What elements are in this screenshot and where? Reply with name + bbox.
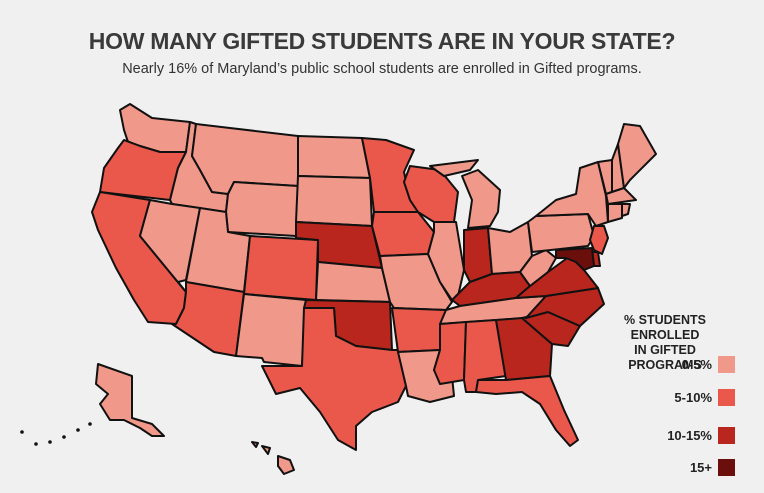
legend-label: 5-10% <box>674 390 712 405</box>
state-nm <box>235 293 307 367</box>
map-subtitle: Nearly 16% of Maryland’s public school s… <box>122 61 642 77</box>
legend-title-line1: % STUDENTS ENROLLED <box>624 313 706 342</box>
state-ak <box>95 363 165 437</box>
state-sd <box>295 175 373 227</box>
state-me <box>617 123 657 189</box>
legend: % STUDENTS ENROLLED IN GIFTED PROGRAMS 0… <box>600 313 760 476</box>
state-nj <box>589 225 609 255</box>
legend-item: 5-10% <box>600 389 750 409</box>
state-tx <box>261 307 407 451</box>
state-md <box>555 247 595 271</box>
state-ri <box>621 203 631 217</box>
state-nd <box>297 135 371 179</box>
legend-swatch <box>718 389 735 406</box>
state-mi <box>429 159 501 229</box>
legend-label: 10-15% <box>667 428 712 443</box>
legend-swatch <box>718 356 735 373</box>
legend-swatch <box>718 427 735 444</box>
state-nv <box>139 199 201 293</box>
legend-title: % STUDENTS ENROLLED IN GIFTED PROGRAMS <box>600 313 730 373</box>
legend-label: 15+ <box>689 460 712 475</box>
state-ma <box>605 187 637 205</box>
aleutian-islands <box>20 422 92 446</box>
state-ct <box>607 203 623 223</box>
state-ar <box>391 307 447 353</box>
legend-item: 0-5% <box>600 356 750 376</box>
legend-title-line2: IN GIFTED PROGRAMS <box>628 343 702 372</box>
state-ia <box>371 211 435 257</box>
state-pa <box>527 213 595 253</box>
legend-item: 15+ <box>600 459 750 479</box>
state-ga <box>495 317 553 381</box>
map-title: HOW MANY GIFTED STUDENTS ARE IN YOUR STA… <box>88 28 676 54</box>
state-co <box>243 235 319 301</box>
legend-swatch <box>718 459 735 476</box>
legend-label: 0-5% <box>681 357 712 372</box>
state-wy <box>225 181 299 237</box>
state-ks <box>315 261 391 303</box>
legend-item: 10-15% <box>600 427 750 447</box>
state-fl <box>475 375 579 447</box>
state-hi <box>251 441 295 475</box>
